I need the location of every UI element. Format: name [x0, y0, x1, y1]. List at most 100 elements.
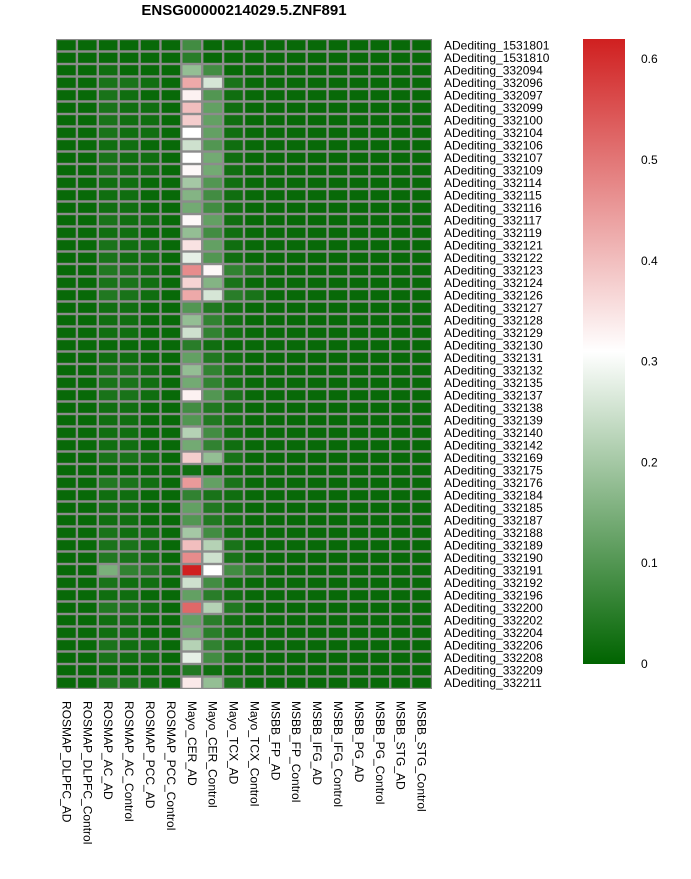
heatmap-cell: [78, 165, 97, 176]
heatmap-cell: [224, 65, 243, 76]
column-label: ROSMAP_AC_Control: [122, 701, 136, 822]
column-label: Mayo_TCX_Control: [247, 701, 261, 806]
heatmap-cell: [203, 602, 222, 613]
heatmap-cell: [266, 52, 285, 63]
heatmap-cell: [370, 52, 390, 63]
heatmap-cell: [57, 365, 76, 376]
heatmap-cell: [286, 602, 306, 613]
heatmap-cell: [182, 590, 202, 601]
heatmap-cell: [328, 590, 348, 601]
heatmap-cell: [224, 615, 243, 626]
heatmap-cell: [307, 652, 327, 663]
heatmap-cell: [266, 127, 285, 138]
heatmap-cell: [286, 140, 306, 151]
heatmap-cell: [140, 415, 160, 426]
heatmap-cell: [328, 465, 348, 476]
heatmap-cell: [391, 527, 410, 538]
heatmap-cell: [119, 227, 139, 238]
heatmap-cell: [245, 152, 264, 163]
heatmap-cell: [412, 365, 431, 376]
heatmap-cell: [307, 252, 327, 263]
heatmap-cell: [349, 190, 369, 201]
heatmap-cell: [391, 227, 410, 238]
heatmap-cell: [140, 65, 160, 76]
heatmap-cell: [182, 140, 202, 151]
heatmap-cell: [119, 440, 139, 451]
heatmap-cell: [391, 340, 410, 351]
heatmap-cell: [370, 177, 390, 188]
heatmap-cell: [57, 40, 76, 51]
heatmap-cell: [78, 440, 97, 451]
heatmap-cell: [140, 202, 160, 213]
heatmap-cell: [391, 465, 410, 476]
legend-tick-label: 0.6: [641, 52, 658, 66]
heatmap-cell: [57, 340, 76, 351]
heatmap-cell: [224, 565, 243, 576]
heatmap-cell: [78, 602, 97, 613]
heatmap-cell: [370, 340, 390, 351]
heatmap-cell: [349, 415, 369, 426]
heatmap-cell: [140, 340, 160, 351]
heatmap-cell: [182, 440, 202, 451]
heatmap-cell: [119, 452, 139, 463]
heatmap-cell: [286, 677, 306, 688]
heatmap-cell: [370, 615, 390, 626]
heatmap-cell: [307, 427, 327, 438]
heatmap-cell: [119, 252, 139, 263]
heatmap-cell: [57, 552, 76, 563]
heatmap-cell: [119, 627, 139, 638]
heatmap-cell: [182, 677, 202, 688]
heatmap-cell: [182, 52, 202, 63]
heatmap-cell: [57, 102, 76, 113]
heatmap-cell: [266, 415, 285, 426]
heatmap-cell: [119, 52, 139, 63]
column-label: Mayo_CER_Control: [206, 701, 220, 808]
heatmap-cell: [307, 502, 327, 513]
row-label: ADediting_332204: [444, 626, 543, 640]
heatmap-cell: [328, 527, 348, 538]
heatmap-cell: [349, 527, 369, 538]
heatmap-cell: [182, 427, 202, 438]
heatmap-cell: [370, 152, 390, 163]
heatmap-cell: [203, 440, 222, 451]
heatmap-cell: [98, 152, 118, 163]
heatmap-cell: [161, 602, 181, 613]
heatmap-cell: [349, 640, 369, 651]
chart-title: ENSG00000214029.5.ZNF891: [141, 2, 346, 19]
heatmap-cell: [140, 615, 160, 626]
heatmap-cell: [57, 202, 76, 213]
heatmap-cell: [182, 477, 202, 488]
heatmap-cell: [307, 477, 327, 488]
row-label: ADediting_332121: [444, 238, 543, 252]
heatmap-cell: [119, 165, 139, 176]
heatmap-cell: [370, 277, 390, 288]
heatmap-cell: [161, 190, 181, 201]
heatmap-cell: [140, 252, 160, 263]
heatmap-cell: [140, 602, 160, 613]
heatmap-cell: [245, 677, 264, 688]
heatmap-cell: [412, 490, 431, 501]
heatmap-cell: [307, 390, 327, 401]
heatmap-cell: [286, 540, 306, 551]
heatmap-cell: [349, 377, 369, 388]
heatmap-cell: [98, 615, 118, 626]
heatmap-cell: [203, 290, 222, 301]
heatmap-cell: [203, 215, 222, 226]
heatmap-cell: [203, 502, 222, 513]
heatmap-cell: [266, 402, 285, 413]
heatmap-cell: [370, 477, 390, 488]
heatmap-cell: [182, 227, 202, 238]
heatmap-cell: [119, 215, 139, 226]
heatmap-cell: [412, 477, 431, 488]
heatmap-cell: [286, 527, 306, 538]
heatmap-cell: [245, 552, 264, 563]
heatmap-cell: [182, 127, 202, 138]
heatmap-cell: [98, 315, 118, 326]
heatmap-cell: [161, 465, 181, 476]
heatmap-cell: [182, 465, 202, 476]
heatmap-cell: [370, 252, 390, 263]
heatmap-cell: [57, 452, 76, 463]
heatmap-cell: [224, 190, 243, 201]
heatmap-cell: [245, 665, 264, 676]
heatmap-cell: [328, 427, 348, 438]
